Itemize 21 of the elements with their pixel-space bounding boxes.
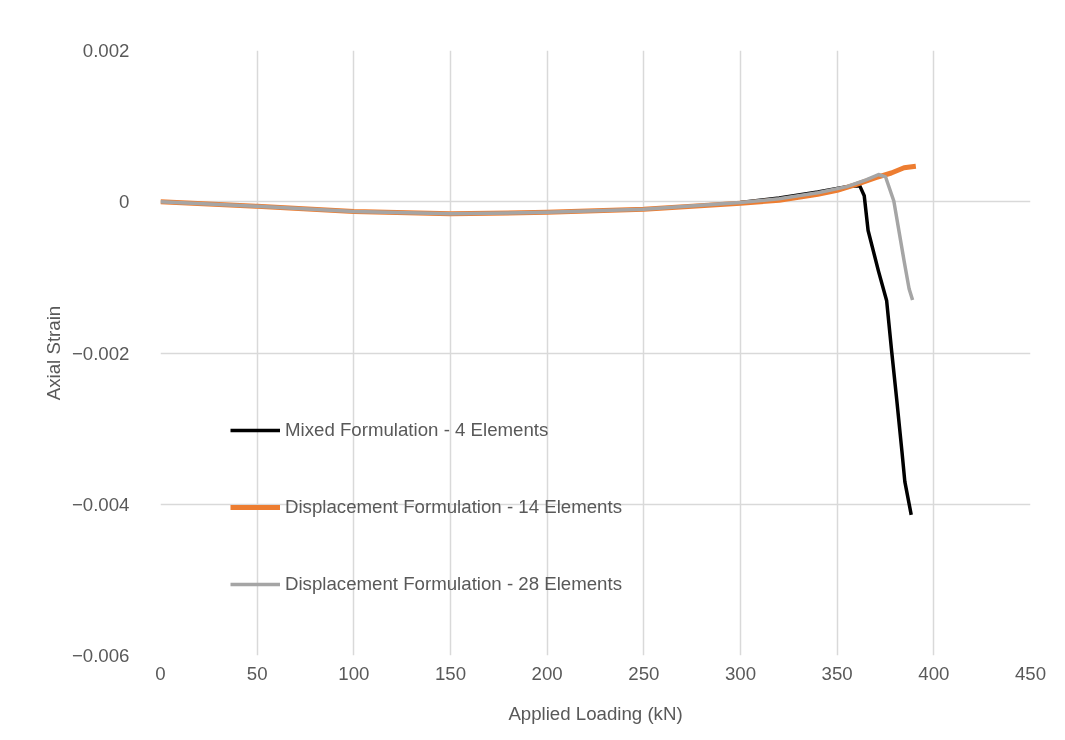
y-tick-label: −0.006 xyxy=(71,645,130,666)
x-tick-label: 0 xyxy=(155,662,166,684)
x-tick-label: 300 xyxy=(724,662,757,684)
y-tick-label: 0.002 xyxy=(82,40,130,61)
x-tick-label: 150 xyxy=(434,662,467,684)
y-tick-label: −0.002 xyxy=(71,342,130,364)
legend-label: Displacement Formulation - 28 Elements xyxy=(285,573,622,595)
line-series xyxy=(160,172,915,302)
legend-label: Displacement Formulation - 14 Elements xyxy=(285,496,622,518)
y-tick-label: 0 xyxy=(119,191,130,213)
x-tick-label: 450 xyxy=(1014,662,1047,684)
x-tick-label: 350 xyxy=(821,662,853,684)
x-tick-label: 200 xyxy=(531,662,563,684)
x-axis-title: Applied Loading (kN) xyxy=(508,702,683,724)
x-tick-label: 50 xyxy=(246,662,268,684)
x-tick-label: 100 xyxy=(338,662,370,684)
x-tick-label: 400 xyxy=(918,662,950,684)
y-tick-label: −0.004 xyxy=(71,493,130,515)
y-axis-title: Axial Strain xyxy=(42,305,64,401)
x-tick-label: 250 xyxy=(628,662,660,684)
legend-label: Mixed Formulation - 4 Elements xyxy=(285,419,549,441)
